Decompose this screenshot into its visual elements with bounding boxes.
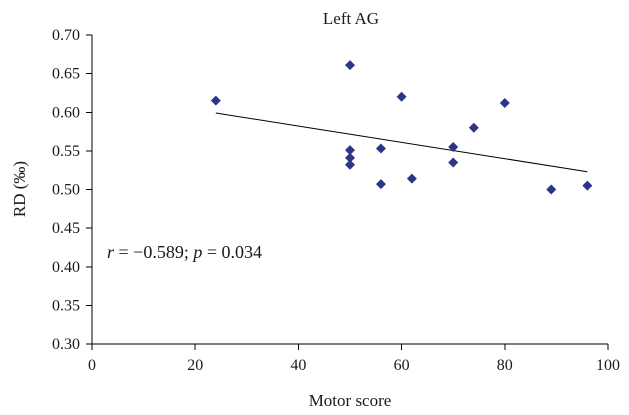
y-axis-ticks: 0.30 0.35 0.40 0.45 0.50 0.55 0.60 0.65 0.70 [52, 27, 92, 353]
data-point [345, 60, 355, 70]
chart-title: Left AG [323, 9, 379, 28]
y-tick-label: 0.50 [52, 182, 80, 199]
x-tick-label: 20 [187, 357, 203, 374]
axes [92, 35, 608, 344]
data-point [582, 181, 592, 191]
x-axis-title: Motor score [309, 391, 392, 410]
y-axis-title: RD (‰) [10, 161, 29, 217]
y-tick-label: 0.60 [52, 104, 80, 121]
x-tick-label: 80 [497, 357, 513, 374]
data-points [211, 60, 593, 194]
data-point [376, 179, 386, 189]
x-tick-label: 0 [88, 357, 96, 374]
data-point [211, 96, 221, 106]
data-point [500, 98, 510, 108]
data-point [407, 174, 417, 184]
data-point [376, 144, 386, 154]
data-point [397, 92, 407, 102]
x-tick-label: 100 [596, 357, 620, 374]
p-symbol: p [191, 242, 202, 262]
data-point [448, 142, 458, 152]
data-point [345, 160, 355, 170]
p-value: = 0.034 [202, 242, 262, 262]
y-tick-label: 0.40 [52, 259, 80, 276]
trendline [216, 113, 588, 172]
data-point [469, 123, 479, 133]
x-tick-label: 40 [290, 357, 306, 374]
y-tick-label: 0.70 [52, 27, 80, 44]
r-value: = −0.589; [114, 242, 193, 262]
y-tick-label: 0.35 [52, 297, 80, 314]
y-tick-label: 0.55 [52, 143, 80, 160]
y-tick-label: 0.30 [52, 336, 80, 353]
x-tick-label: 60 [394, 357, 410, 374]
x-axis-ticks: 0 20 40 60 80 100 [88, 344, 620, 374]
y-tick-label: 0.45 [52, 220, 80, 237]
data-point [546, 185, 556, 195]
y-tick-label: 0.65 [52, 66, 80, 83]
correlation-annotation: r = −0.589; p = 0.034 [107, 242, 262, 262]
data-point [448, 157, 458, 167]
